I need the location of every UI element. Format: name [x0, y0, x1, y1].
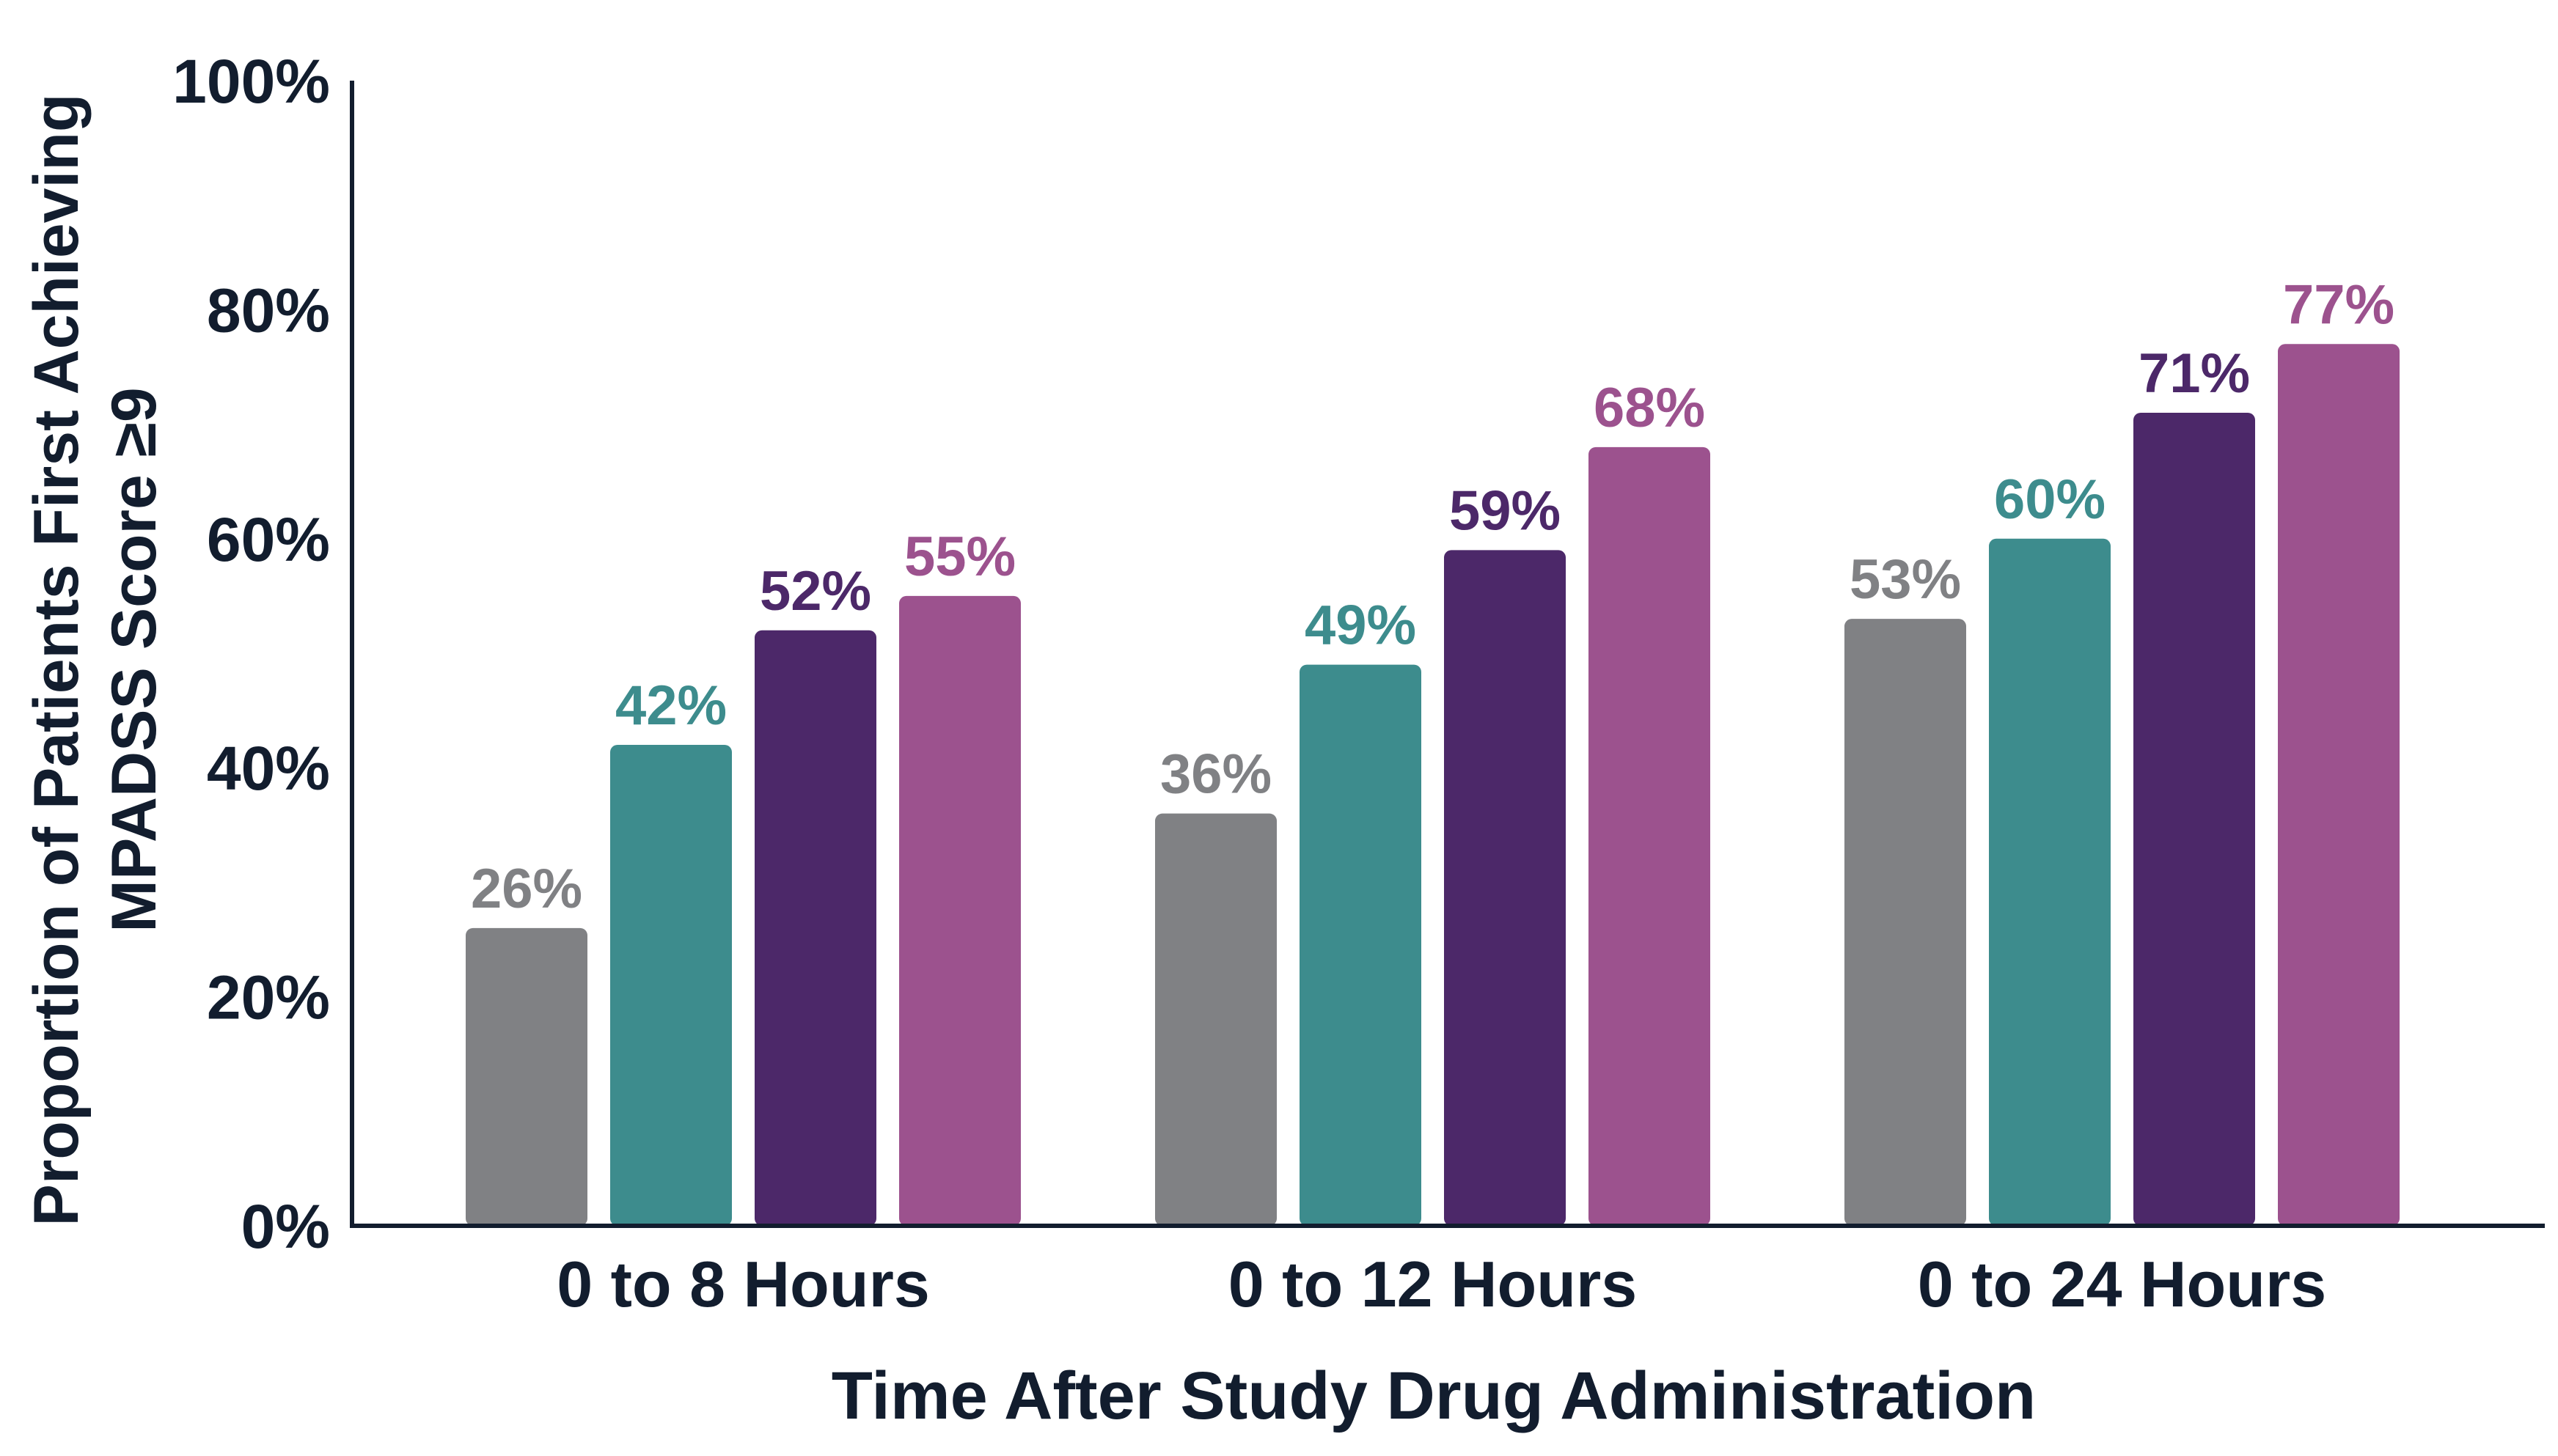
bar: [1155, 813, 1277, 1226]
data-label: 52%: [760, 560, 871, 622]
y-tick-label: 20%: [207, 963, 330, 1032]
y-tick-label: 40%: [207, 734, 330, 803]
bar: [2133, 412, 2255, 1226]
y-tick-label: 0%: [241, 1192, 330, 1261]
data-label: 36%: [1160, 743, 1272, 806]
data-label: 71%: [2139, 342, 2250, 405]
bar: [2278, 344, 2400, 1226]
bar: [610, 744, 732, 1226]
data-label: 68%: [1594, 377, 1705, 439]
bar: [1588, 446, 1710, 1226]
bar: [755, 630, 876, 1226]
data-label: 53%: [1850, 548, 1961, 611]
axes: [350, 81, 2545, 1228]
bar: [1989, 538, 2111, 1226]
data-labels: 26% 42% 52% 55% 36% 49% 59% 68% 53% 60% 71% 77%: [471, 273, 2394, 920]
category-label: 0 to 12 Hours: [1228, 1248, 1637, 1320]
category-label: 0 to 24 Hours: [1918, 1248, 2326, 1320]
bar: [899, 595, 1021, 1226]
data-label: 77%: [2283, 273, 2394, 336]
data-label: 55%: [904, 526, 1016, 588]
bar: [1300, 664, 1421, 1226]
y-axis-title-line2: MPADSS Score ≥9: [99, 387, 169, 932]
category-labels: 0 to 8 Hours 0 to 12 Hours 0 to 24 Hours: [557, 1248, 2326, 1320]
bar: [1444, 550, 1566, 1226]
y-tick-labels: 0% 20% 40% 60% 80% 100%: [172, 47, 330, 1261]
category-label: 0 to 8 Hours: [557, 1248, 930, 1320]
y-axis-title: Proportion of Patients First Achieving M…: [21, 94, 169, 1227]
data-label: 42%: [615, 674, 727, 737]
bars: [466, 344, 2400, 1226]
bar: [466, 927, 587, 1226]
data-label: 60%: [1994, 468, 2106, 531]
data-label: 49%: [1305, 595, 1416, 657]
x-axis-title: Time After Study Drug Administration: [832, 1358, 2036, 1433]
data-label: 59%: [1449, 479, 1561, 542]
y-axis-title-line1: Proportion of Patients First Achieving: [21, 94, 92, 1227]
y-tick-label: 80%: [207, 276, 330, 345]
y-tick-label: 60%: [207, 505, 330, 574]
bar: [1844, 619, 1966, 1226]
y-tick-label: 100%: [172, 47, 330, 116]
data-label: 26%: [471, 858, 582, 920]
